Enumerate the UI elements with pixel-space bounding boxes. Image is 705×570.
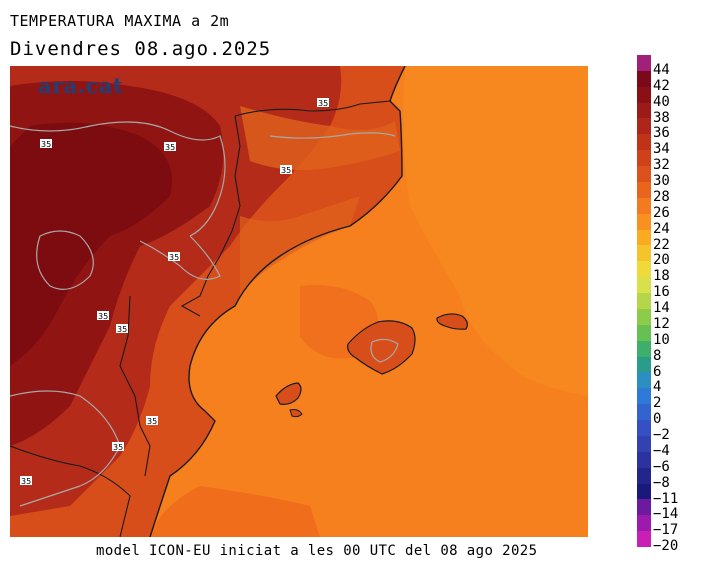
contour-label: 35 <box>113 443 123 452</box>
contour-35-interior <box>36 230 94 290</box>
colorbar-swatch <box>637 150 651 167</box>
ara-cat-logo: ara.cat <box>38 73 124 98</box>
colorbar-label: −17 <box>653 522 679 539</box>
colorbar-label: 6 <box>653 363 662 380</box>
colorbar-swatch <box>637 308 651 326</box>
contour-35-east <box>139 235 221 280</box>
colorbar-label: −2 <box>653 427 670 444</box>
colorbar-swatch <box>637 102 651 119</box>
colorbar-label: 34 <box>653 141 670 158</box>
island-formentera <box>289 409 303 418</box>
temperature-colorbar <box>637 55 651 548</box>
colorbar-label: 36 <box>653 125 670 142</box>
colorbar-label: 16 <box>653 284 670 301</box>
contour-label: 35 <box>41 140 51 149</box>
colorbar-label: −20 <box>653 538 679 555</box>
colorbar-swatch <box>637 435 651 453</box>
model-footer: model ICON-EU iniciat a les 00 UTC del 0… <box>96 543 538 559</box>
contour-label: 35 <box>98 312 108 321</box>
colorbar-label: 4 <box>653 379 662 396</box>
colorbar-swatch <box>637 293 651 310</box>
island-menorca <box>436 313 468 330</box>
contour-label: 35 <box>318 99 328 108</box>
contour-35-pyrenees <box>269 132 396 139</box>
island-mallorca <box>347 320 416 375</box>
border-valencia <box>119 295 151 477</box>
colorbar-label: 38 <box>653 109 670 126</box>
colorbar-label: 20 <box>653 252 670 269</box>
colorbar-label: 2 <box>653 395 662 412</box>
colorbar-label: 8 <box>653 347 662 364</box>
island-ibiza <box>275 382 302 405</box>
colorbar-swatch <box>637 499 651 516</box>
border-south <box>10 445 131 537</box>
contour-35-mallorca <box>370 338 399 363</box>
colorbar-label: 22 <box>653 236 670 253</box>
border-catalonia-aragon <box>180 115 241 317</box>
colorbar-swatch <box>637 261 651 278</box>
colorbar-swatch <box>637 420 651 437</box>
colorbar-swatch <box>637 356 651 373</box>
colorbar-label: 28 <box>653 188 670 205</box>
colorbar-label: 14 <box>653 300 670 317</box>
contour-35-north <box>10 121 226 237</box>
colorbar-swatch <box>637 134 651 151</box>
variable-title: TEMPERATURA MAXIMA a 2m <box>10 12 230 30</box>
colorbar-label: 32 <box>653 157 670 174</box>
date-title: Divendres 08.ago.2025 <box>10 38 272 60</box>
coastal-ridge <box>240 196 360 296</box>
colorbar-swatch <box>637 531 651 548</box>
colorbar-label: −8 <box>653 474 670 491</box>
temperature-map: 35 35 35 35 35 35 35 35 35 35 <box>10 66 588 537</box>
colorbar-swatch <box>637 70 651 88</box>
contour-label: 35 <box>147 417 157 426</box>
coastline <box>149 66 406 537</box>
border-pyrenees <box>234 100 391 117</box>
colorbar-swatch <box>637 197 651 215</box>
contour-label: 35 <box>21 477 31 486</box>
colorbar-label: 0 <box>653 411 662 428</box>
colorbar-swatch <box>637 340 651 358</box>
colorbar-labels: 44 42 40 38 36 34 32 30 28 26 24 22 20 18 16 14 12 10 8 6 4 2… <box>653 55 703 553</box>
contour-labels: 35 35 35 35 35 35 35 35 35 35 <box>20 98 329 486</box>
colorbar-label: 30 <box>653 173 670 190</box>
colorbar-label: 18 <box>653 268 670 285</box>
colorbar-label: 40 <box>653 93 670 110</box>
colorbar-swatch <box>637 166 651 183</box>
colorbar-label: 42 <box>653 77 670 94</box>
colorbar-label: 44 <box>653 62 670 78</box>
colorbar-swatch <box>637 404 651 421</box>
colorbar-swatch <box>637 277 651 294</box>
contour-label: 35 <box>117 325 127 334</box>
colorbar-label: 24 <box>653 220 670 237</box>
contour-label: 35 <box>165 143 175 152</box>
colorbar-swatch <box>637 55 651 72</box>
colorbar-label: −4 <box>653 442 670 459</box>
colorbar-swatch <box>637 372 651 389</box>
colorbar-swatch <box>637 245 651 262</box>
colorbar-label: −6 <box>653 458 670 475</box>
colorbar-swatch <box>637 467 651 484</box>
colorbar-label: 12 <box>653 315 670 332</box>
colorbar-swatch <box>637 515 651 532</box>
colorbar-swatch <box>637 324 651 342</box>
colorbar-swatch <box>637 388 651 405</box>
colorbar-swatch <box>637 483 651 500</box>
colorbar-swatch <box>637 86 651 104</box>
colorbar-swatch <box>637 451 651 469</box>
offshore-band <box>403 66 588 396</box>
colorbar-swatch <box>637 213 651 231</box>
colorbar-label: −14 <box>653 506 679 523</box>
colorbar-swatch <box>637 118 651 135</box>
contour-label: 35 <box>281 166 291 175</box>
contour-label: 35 <box>169 253 179 262</box>
colorbar-label: −11 <box>653 490 679 507</box>
interior-core <box>10 122 172 366</box>
colorbar-swatch <box>637 229 651 246</box>
colorbar-swatch <box>637 181 651 199</box>
colorbar-label: 26 <box>653 204 670 221</box>
colorbar-label: 10 <box>653 331 670 348</box>
sea-warm-patch <box>150 486 320 537</box>
